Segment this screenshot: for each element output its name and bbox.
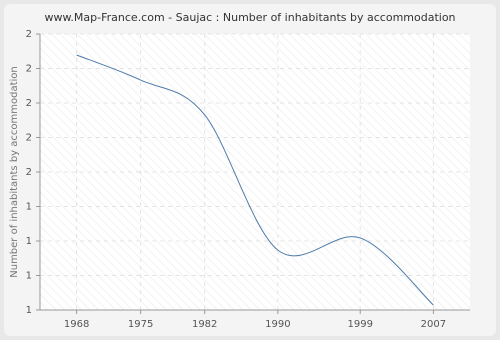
y-tick-label: 2 <box>26 64 32 75</box>
y-tick-label: 2 <box>26 133 32 144</box>
x-tick-label: 1975 <box>128 319 153 330</box>
y-tick-label: 1 <box>26 271 32 282</box>
x-tick-label: 1990 <box>265 319 290 330</box>
y-tick-label: 1 <box>26 236 32 247</box>
line-series <box>76 54 434 306</box>
x-tick-label: 1968 <box>64 319 89 330</box>
y-tick-label: 2 <box>26 167 32 178</box>
y-tick-label: 1 <box>26 202 32 213</box>
y-tick-label: 2 <box>26 29 32 40</box>
x-tick-label: 1982 <box>192 319 217 330</box>
y-tick-label: 2 <box>26 98 32 109</box>
x-tick-label: 1999 <box>347 319 372 330</box>
plot-hatch <box>40 34 470 310</box>
y-tick-label: 1 <box>26 305 32 316</box>
chart-title: www.Map-France.com - Saujac : Number of … <box>44 11 455 24</box>
y-axis-label: Number of inhabitants by accommodation <box>9 66 20 278</box>
x-tick-label: 2007 <box>421 319 446 330</box>
